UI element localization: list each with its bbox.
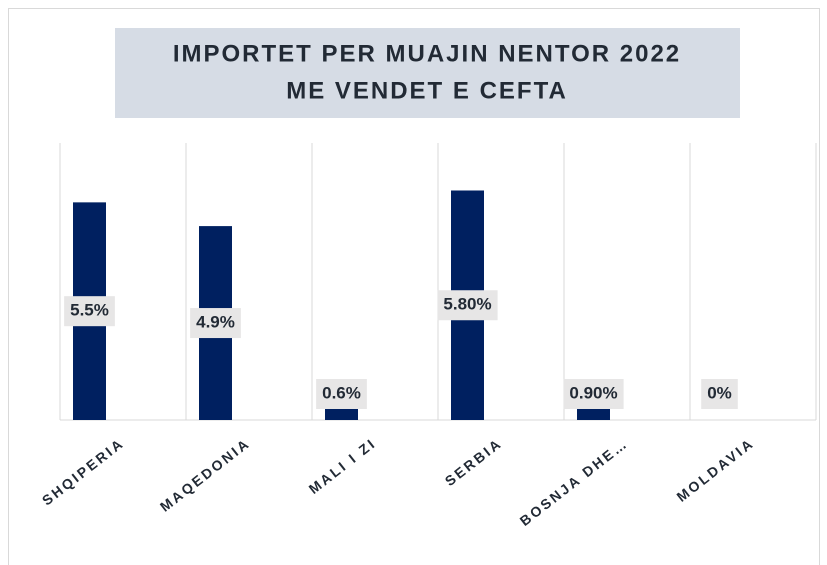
value-label: 0% (707, 383, 732, 402)
chart-title: IMPORTET PER MUAJIN NENTOR 2022 (173, 40, 681, 67)
value-label: 0.90% (569, 383, 617, 402)
value-label-box (437, 290, 498, 321)
title-box (115, 28, 740, 118)
value-label: 5.80% (443, 295, 491, 314)
value-label-box (190, 308, 241, 339)
value-label-box (64, 296, 115, 327)
value-label-box (701, 379, 738, 409)
value-label-box (316, 379, 367, 409)
value-label: 5.5% (70, 301, 109, 320)
value-label-box (563, 379, 624, 409)
value-label: 4.9% (196, 313, 235, 332)
chart-title: ME VENDET E CEFTA (286, 77, 568, 104)
value-label: 0.6% (322, 383, 361, 402)
